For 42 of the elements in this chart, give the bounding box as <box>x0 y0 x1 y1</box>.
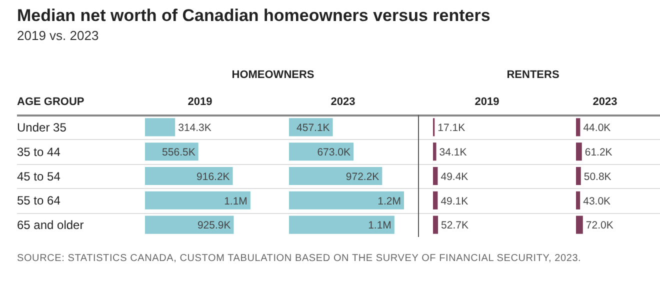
series-label: 2023 <box>330 96 356 108</box>
text: 2019 <box>474 96 500 108</box>
text: HOMEOWNERS <box>232 69 314 81</box>
data-label: 49.1K <box>440 195 468 208</box>
bar <box>145 166 233 186</box>
bar <box>289 166 382 186</box>
y-tick-label: Under 35 <box>17 120 67 135</box>
data-label: 972.2K <box>346 170 380 183</box>
bar <box>145 191 250 210</box>
y-axis-title: AGE GROUP <box>17 96 84 108</box>
data-label: 50.8K <box>584 170 612 183</box>
chart-subtitle: 2019 vs. 2023 <box>17 28 99 43</box>
source-note: SOURCE: STATISTICS CANADA, CUSTOM TABULATION BASED ON THE SURVEY OF FINANCIAL SECURITY, 2023. <box>17 252 582 266</box>
data-label: 43.0K <box>583 195 611 208</box>
chart-title: Median net worth of Canadian homeowners versus renters <box>17 6 490 26</box>
data-label: 17.1K <box>438 122 466 134</box>
series-label: 2019 <box>188 96 212 108</box>
data-label: 44.0K <box>583 122 611 134</box>
data-label: 925.9K <box>197 220 231 232</box>
y-tick-label: 55 to 64 <box>17 194 61 208</box>
data-label: 556.5K <box>162 146 196 158</box>
data-label: 457.1K <box>296 122 330 134</box>
data-label: 1.1M <box>224 195 248 208</box>
data-label: 49.4K <box>440 170 468 183</box>
bar <box>145 216 234 234</box>
data-label: 61.2K <box>584 146 612 158</box>
data-label: 673.0K <box>317 146 350 158</box>
data-label: 1.2M <box>378 195 401 208</box>
data-label: 916.2K <box>196 170 230 183</box>
text: RENTERS <box>506 69 560 81</box>
data-label: 34.1K <box>439 146 467 158</box>
bar <box>289 191 404 210</box>
data-label: 1.1M <box>368 220 392 232</box>
data-label: 72.0K <box>586 220 614 232</box>
data-label: 52.7K <box>441 220 469 232</box>
bar <box>289 216 394 234</box>
y-tick-label: 35 to 44 <box>17 144 61 159</box>
data-label: 314.3K <box>178 122 212 134</box>
series-label: 2023 <box>592 96 618 108</box>
y-tick-label: 45 to 54 <box>17 169 61 184</box>
y-tick-label: 65 and older <box>17 218 84 232</box>
bar <box>145 118 176 136</box>
